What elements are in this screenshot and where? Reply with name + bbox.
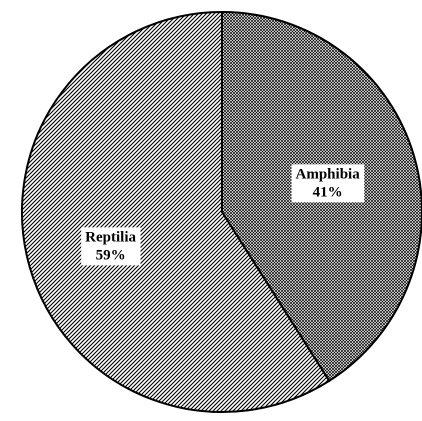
- slice-percent-label: 41%: [313, 184, 343, 200]
- slice-category-label: Reptilia: [85, 229, 136, 245]
- pie-slices: [21, 10, 422, 413]
- label-box: [291, 164, 365, 203]
- slice-label-reptilia: Reptilia 59%: [81, 227, 141, 266]
- pie-slice-reptilia: [21, 10, 331, 413]
- slice-percent-label: 59%: [96, 247, 126, 263]
- slice-label-amphibia: Amphibia 41%: [291, 164, 365, 203]
- label-box: [81, 227, 141, 266]
- pie-labels: Amphibia 41% Reptilia 59%: [81, 164, 365, 266]
- slice-category-label: Amphibia: [296, 166, 361, 182]
